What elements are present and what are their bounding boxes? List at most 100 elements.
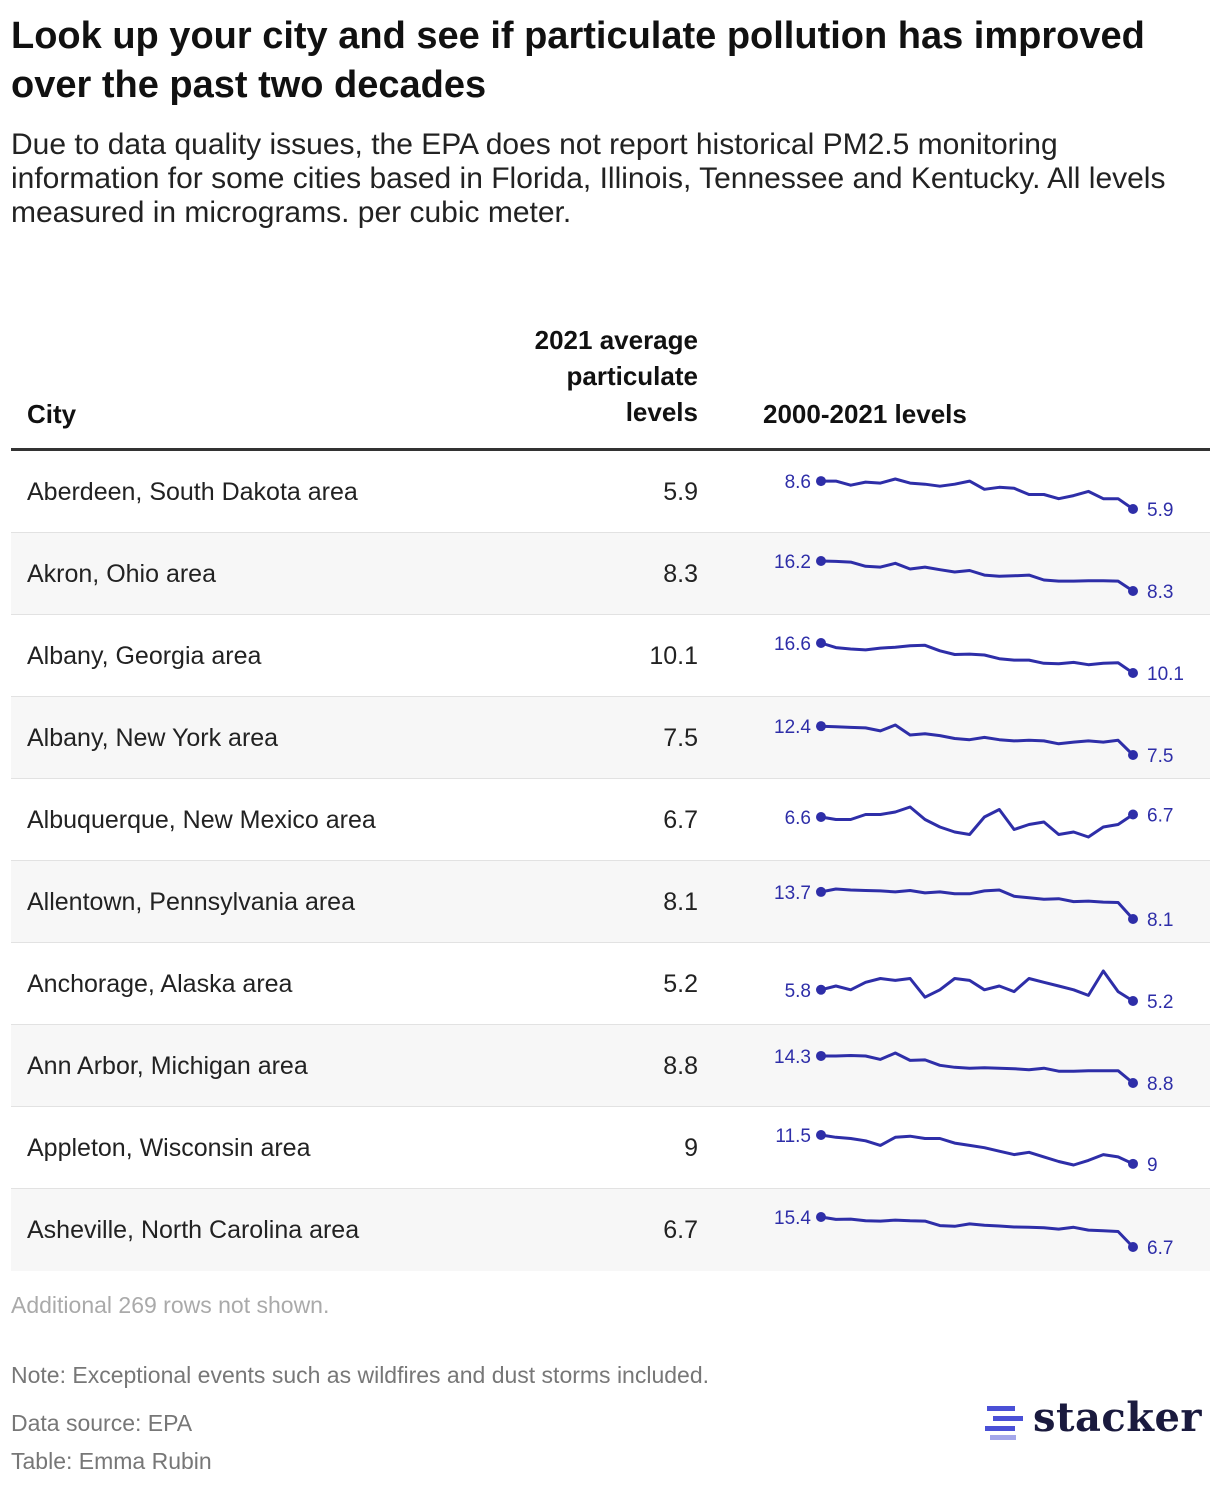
city-cell: Akron, Ohio area: [27, 560, 216, 588]
trend-end-label: 6.7: [1147, 1238, 1173, 1259]
table-row: Asheville, North Carolina area 6.7 15.4 6.7: [11, 1189, 1210, 1271]
trend-start-label: 13.7: [774, 883, 811, 904]
trend-end-point: [1128, 1158, 1138, 1169]
city-cell: Anchorage, Alaska area: [27, 970, 293, 998]
trend-end-point: [1128, 1078, 1138, 1088]
trend-sparkline: 8.6 5.9: [785, 472, 1174, 521]
trend-line: [820, 969, 1134, 1003]
trend-sparkline: 11.59: [775, 1126, 1158, 1176]
avg-2021-cell: 6.7: [663, 1216, 698, 1244]
avg-2021-cell: 8.8: [663, 1052, 698, 1080]
table-row: Albany, Georgia area 10.1 16.6 10.1: [11, 615, 1210, 697]
table-row: Albuquerque, New Mexico area 6.7 6.6 6.7: [11, 779, 1210, 861]
table-row: Albany, New York area 7.5 12.4 7.5: [11, 697, 1210, 779]
avg-2021-cell: 8.3: [663, 560, 698, 588]
trend-start-label: 6.6: [785, 808, 811, 829]
city-cell: Ann Arbor, Michigan area: [27, 1052, 308, 1080]
city-cell: Aberdeen, South Dakota area: [27, 478, 358, 506]
trend-line: [821, 1051, 1134, 1085]
trend-end-label: 8.3: [1147, 582, 1173, 603]
page-title: Look up your city and see if particulate…: [11, 15, 1145, 106]
trend-start-point: [816, 812, 826, 822]
trend-end-point: [1128, 668, 1138, 678]
avg-2021-cell: 7.5: [663, 724, 698, 752]
avg-2021-cell: 10.1: [649, 642, 698, 670]
trend-line: [820, 805, 1134, 839]
trend-sparkline: 13.7 8.1: [774, 883, 1173, 931]
trend-sparkline: 16.6 10.1: [774, 634, 1184, 685]
trend-line: [820, 559, 1134, 593]
column-header-avg: 2021 average particulate levels: [534, 325, 698, 427]
trend-end-label: 7.5: [1147, 746, 1173, 767]
trend-start-label: 5.8: [785, 981, 811, 1002]
trend-start-point: [816, 984, 826, 995]
table-row: Ann Arbor, Michigan area 8.8 14.3 8.8: [11, 1025, 1210, 1107]
trend-line: [820, 641, 1134, 675]
footnote: Note: Exceptional events such as wildfir…: [11, 1362, 710, 1388]
trend-start-point: [816, 1212, 826, 1222]
trend-end-point: [1128, 586, 1138, 596]
stacker-logo: stacker: [985, 1394, 1210, 1444]
trend-end-label: 10.1: [1147, 664, 1184, 685]
trend-start-label: 11.5: [775, 1126, 811, 1147]
trend-line: [820, 723, 1135, 757]
table-row: Anchorage, Alaska area 5.2 5.8 5.2: [11, 943, 1210, 1025]
stacker-logo-text: stacker: [1033, 1394, 1203, 1441]
trend-end-label: 5.9: [1147, 500, 1173, 521]
trend-start-point: [816, 1050, 826, 1061]
table-row: Appleton, Wisconsin area 9 11.5 9: [11, 1107, 1210, 1189]
table-row: Allentown, Pennsylvania area 8.1 13.7 8.1: [11, 861, 1210, 943]
trend-start-label: 12.4: [774, 717, 811, 738]
city-cell: Albany, Georgia area: [27, 642, 262, 670]
trend-end-label: 8.8: [1147, 1074, 1173, 1095]
trend-start-label: 16.6: [774, 634, 811, 655]
trend-start-point: [816, 556, 826, 566]
city-cell: Albuquerque, New Mexico area: [27, 806, 376, 834]
trend-sparkline: 5.8 5.2: [785, 969, 1173, 1013]
table-credit: Table: Emma Rubin: [11, 1448, 212, 1474]
trend-end-point: [1128, 504, 1138, 514]
trend-line: [820, 887, 1135, 921]
trend-sparkline: 15.4 6.7: [774, 1208, 1173, 1259]
trend-end-point: [1128, 809, 1138, 820]
table-row: Akron, Ohio area 8.3 16.2 8.3: [11, 533, 1210, 615]
trend-end-point: [1128, 750, 1138, 760]
table-body: Aberdeen, South Dakota area 5.9 8.6 5.9 Akro…: [11, 451, 1210, 1271]
data-source: Data source: EPA: [11, 1410, 193, 1436]
more-rows-note: Additional 269 rows not shown.: [11, 1292, 330, 1318]
trend-end-label: 8.1: [1147, 910, 1173, 931]
city-cell: Allentown, Pennsylvania area: [27, 888, 355, 916]
column-header-city: City: [27, 399, 77, 429]
trend-start-label: 14.3: [774, 1047, 811, 1068]
trend-end-point: [1128, 996, 1138, 1006]
trend-sparkline: 6.6 6.7: [785, 805, 1173, 839]
trend-start-label: 8.6: [785, 472, 811, 493]
trend-sparkline: 12.4 7.5: [774, 717, 1173, 767]
trend-end-label: 9: [1147, 1155, 1158, 1176]
trend-end-label: 6.7: [1147, 806, 1173, 827]
trend-sparkline: 14.3 8.8: [774, 1047, 1173, 1095]
avg-2021-cell: 5.9: [663, 478, 698, 506]
trend-start-point: [816, 886, 826, 897]
trend-start-point: [816, 638, 826, 648]
trend-end-point: [1128, 1242, 1138, 1252]
trend-start-point: [816, 1130, 826, 1140]
table-row: Aberdeen, South Dakota area 5.9 8.6 5.9: [11, 451, 1210, 533]
column-header-trend: 2000-2021 levels: [763, 399, 967, 429]
avg-2021-cell: 8.1: [663, 888, 698, 916]
trend-sparkline: 16.2 8.3: [774, 552, 1173, 603]
trend-line: [820, 1133, 1134, 1167]
city-cell: Albany, New York area: [27, 724, 279, 752]
page-subtitle: Due to data quality issues, the EPA does…: [11, 128, 1166, 229]
trend-start-point: [816, 721, 826, 732]
trend-start-label: 16.2: [774, 552, 811, 573]
stacker-logo-icon: [985, 1406, 1023, 1440]
avg-2021-cell: 6.7: [663, 806, 698, 834]
trend-end-label: 5.2: [1147, 992, 1173, 1013]
trend-end-point: [1128, 914, 1138, 924]
avg-2021-cell: 9: [684, 1134, 698, 1162]
avg-2021-cell: 5.2: [663, 970, 698, 998]
table-header: City 2021 average particulate levels 200…: [11, 280, 1210, 451]
city-cell: Asheville, North Carolina area: [27, 1216, 360, 1244]
trend-start-label: 15.4: [774, 1208, 811, 1229]
